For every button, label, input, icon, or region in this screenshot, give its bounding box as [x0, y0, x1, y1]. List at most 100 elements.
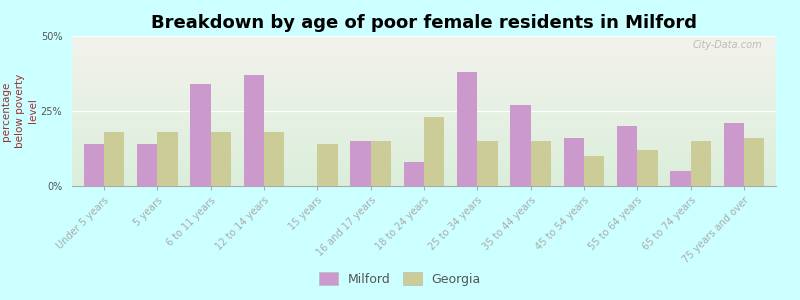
Bar — [72, 64, 776, 66]
Legend: Milford, Georgia: Milford, Georgia — [314, 267, 486, 291]
Bar — [564, 138, 584, 186]
Bar — [84, 144, 104, 186]
Text: City-Data.com: City-Data.com — [692, 40, 762, 50]
Bar — [190, 84, 210, 186]
Bar — [244, 75, 264, 186]
Bar — [72, 141, 776, 142]
Bar — [72, 129, 776, 130]
Bar — [72, 46, 776, 48]
Bar — [72, 111, 776, 112]
Bar — [72, 176, 776, 177]
Bar — [72, 54, 776, 56]
Bar — [72, 150, 776, 152]
Bar — [72, 99, 776, 100]
Bar — [72, 69, 776, 70]
Bar — [72, 167, 776, 168]
Bar — [478, 141, 498, 186]
Bar — [72, 164, 776, 165]
Bar — [72, 92, 776, 93]
Bar — [72, 78, 776, 80]
Bar — [72, 100, 776, 102]
Bar — [72, 110, 776, 111]
Bar — [72, 162, 776, 164]
Bar — [72, 122, 776, 123]
Bar — [72, 96, 776, 98]
Bar — [584, 156, 604, 186]
Bar — [72, 98, 776, 99]
Title: Breakdown by age of poor female residents in Milford: Breakdown by age of poor female resident… — [151, 14, 697, 32]
Bar — [72, 82, 776, 84]
Bar — [72, 148, 776, 150]
Bar — [72, 94, 776, 96]
Bar — [158, 132, 178, 186]
Bar — [72, 116, 776, 117]
Bar — [690, 141, 711, 186]
Bar — [510, 105, 530, 186]
Bar — [72, 52, 776, 54]
Bar — [72, 88, 776, 90]
Bar — [72, 68, 776, 69]
Bar — [72, 74, 776, 75]
Bar — [72, 112, 776, 114]
Bar — [72, 76, 776, 78]
Bar — [72, 146, 776, 147]
Bar — [72, 156, 776, 158]
Bar — [72, 60, 776, 61]
Bar — [72, 58, 776, 60]
Bar — [72, 63, 776, 64]
Bar — [72, 168, 776, 170]
Bar — [72, 159, 776, 160]
Bar — [72, 36, 776, 38]
Bar — [72, 144, 776, 146]
Bar — [72, 136, 776, 138]
Bar — [72, 72, 776, 74]
Bar — [72, 102, 776, 104]
Bar — [72, 66, 776, 68]
Bar — [72, 126, 776, 128]
Bar — [72, 81, 776, 82]
Bar — [72, 174, 776, 176]
Bar — [264, 132, 284, 186]
Bar — [72, 93, 776, 94]
Bar — [72, 169, 776, 171]
Bar — [72, 165, 776, 166]
Bar — [72, 123, 776, 124]
Bar — [72, 70, 776, 72]
Bar — [72, 135, 776, 136]
Bar — [72, 128, 776, 129]
Bar — [72, 138, 776, 140]
Bar — [72, 160, 776, 162]
Bar — [670, 171, 690, 186]
Bar — [72, 87, 776, 88]
Bar — [72, 142, 776, 144]
Bar — [72, 124, 776, 126]
Bar — [350, 141, 370, 186]
Bar — [72, 178, 776, 180]
Bar — [72, 152, 776, 153]
Bar — [72, 132, 776, 134]
Bar — [72, 103, 776, 105]
Bar — [72, 182, 776, 183]
Bar — [72, 147, 776, 148]
Y-axis label: percentage
below poverty
level: percentage below poverty level — [2, 74, 38, 148]
Bar — [72, 172, 776, 174]
Bar — [72, 50, 776, 51]
Bar — [72, 40, 776, 42]
Bar — [72, 105, 776, 106]
Bar — [72, 117, 776, 118]
Bar — [72, 44, 776, 45]
Bar — [724, 123, 744, 186]
Bar — [72, 118, 776, 120]
Bar — [424, 117, 444, 186]
Bar — [72, 85, 776, 87]
Bar — [72, 130, 776, 132]
Bar — [638, 150, 658, 186]
Bar — [72, 39, 776, 40]
Bar — [72, 140, 776, 141]
Bar — [72, 114, 776, 116]
Bar — [104, 132, 124, 186]
Bar — [72, 177, 776, 178]
Bar — [72, 158, 776, 159]
Bar — [72, 134, 776, 135]
Bar — [72, 183, 776, 184]
